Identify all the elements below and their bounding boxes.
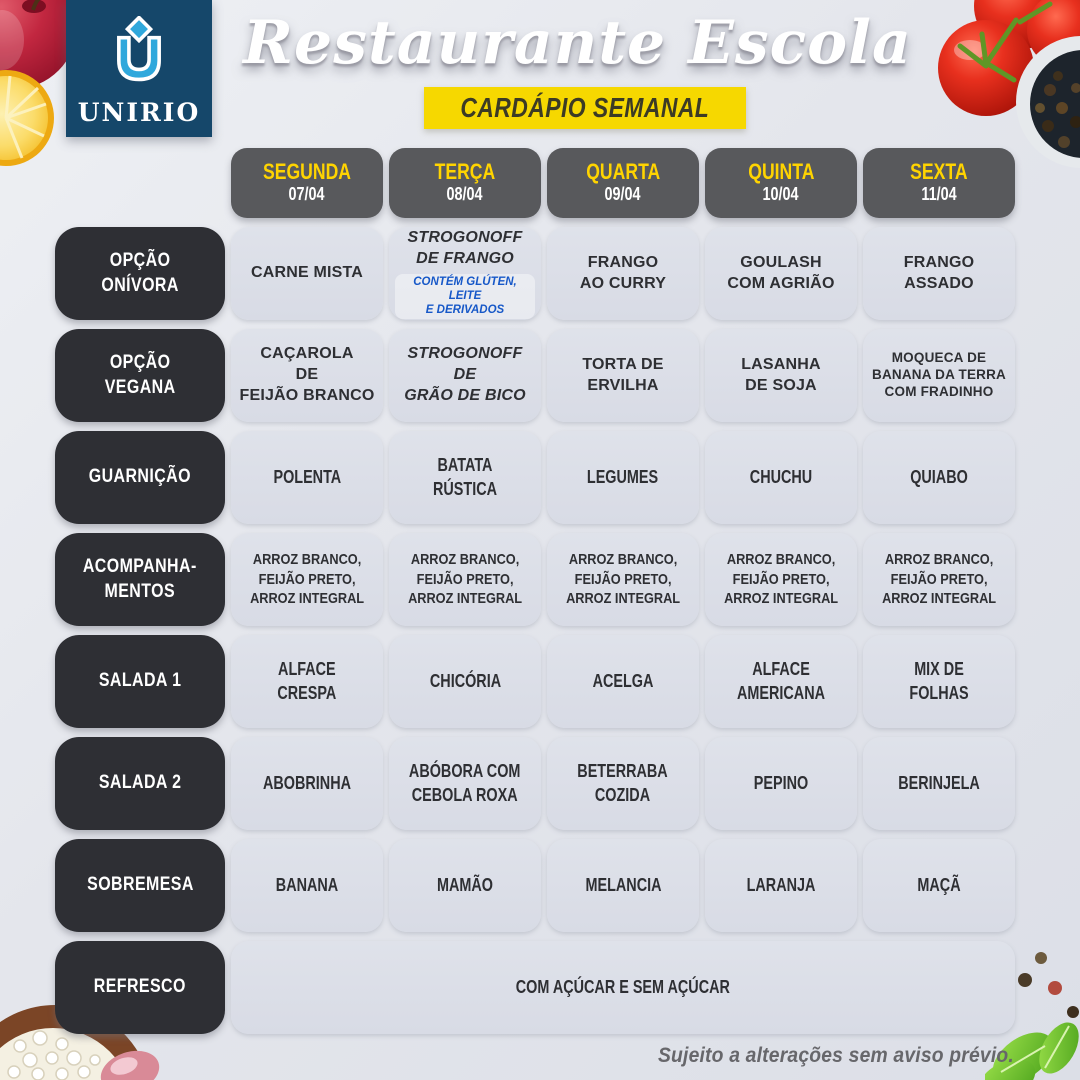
cell-salada1-quinta: ALFACE AMERICANA xyxy=(705,635,857,728)
weekly-menu-table: SEGUNDA 07/04 TERÇA 08/04 QUARTA 09/04 Q… xyxy=(55,148,1015,1034)
page-title: Restaurante Escola xyxy=(243,8,912,78)
row-label-opcao-onivora: OPÇÃO ONÍVORA xyxy=(55,227,225,320)
tomato-icon xyxy=(974,0,1062,50)
cell-acompanhamentos-quinta: ARROZ BRANCO, FEIJÃO PRETO, ARROZ INTEGR… xyxy=(705,533,857,626)
day-name: QUINTA xyxy=(747,159,815,185)
allergen-note: CONTÉM GLÚTEN, LEITE E DERIVADOS xyxy=(395,273,535,319)
cell-acompanhamentos-quarta: ARROZ BRANCO, FEIJÃO PRETO, ARROZ INTEGR… xyxy=(547,533,699,626)
cell-onivora-sexta: FRANGO ASSADO xyxy=(863,227,1015,320)
row-label-refresco: REFRESCO xyxy=(55,941,225,1034)
grid-spacer xyxy=(55,148,225,218)
day-name: TERÇA xyxy=(434,159,496,185)
cell-acompanhamentos-sexta: ARROZ BRANCO, FEIJÃO PRETO, ARROZ INTEGR… xyxy=(863,533,1015,626)
cell-vegana-sexta: MOQUECA DE BANANA DA TERRA COM FRADINHO xyxy=(863,329,1015,422)
cell-sobremesa-quarta: MELANCIA xyxy=(547,839,699,932)
cell-acompanhamentos-segunda: ARROZ BRANCO, FEIJÃO PRETO, ARROZ INTEGR… xyxy=(231,533,383,626)
day-date: 08/04 xyxy=(446,184,484,205)
cell-salada2-segunda: ABOBRINHA xyxy=(231,737,383,830)
cell-vegana-terca: STROGONOFF DE GRÃO DE BICO xyxy=(389,329,541,422)
cell-salada1-segunda: ALFACE CRESPA xyxy=(231,635,383,728)
row-label-salada-2: SALADA 2 xyxy=(55,737,225,830)
cell-sobremesa-sexta: MAÇÃ xyxy=(863,839,1015,932)
day-header-quarta: QUARTA 09/04 xyxy=(547,148,699,218)
cell-onivora-segunda: CARNE MISTA xyxy=(231,227,383,320)
day-header-terca: TERÇA 08/04 xyxy=(389,148,541,218)
cell-guarnicao-quinta: CHUCHU xyxy=(705,431,857,524)
day-header-quinta: QUINTA 10/04 xyxy=(705,148,857,218)
row-label-salada-1: SALADA 1 xyxy=(55,635,225,728)
cell-guarnicao-segunda: POLENTA xyxy=(231,431,383,524)
lemon-icon xyxy=(0,70,54,166)
cell-guarnicao-terca: BATATA RÚSTICA xyxy=(389,431,541,524)
cell-vegana-quinta: LASANHA DE SOJA xyxy=(705,329,857,422)
tomato-stem-icon xyxy=(957,1,1053,83)
unirio-logo: UNIRIO xyxy=(66,0,212,137)
onion-petal-icon xyxy=(100,1050,160,1080)
day-name: SEGUNDA xyxy=(262,159,351,185)
day-header-sexta: SEXTA 11/04 xyxy=(863,148,1015,218)
day-name: SEXTA xyxy=(910,159,968,185)
pepper-bowl-icon xyxy=(1016,36,1080,168)
day-name: QUARTA xyxy=(586,159,660,185)
cell-sobremesa-terca: MAMÃO xyxy=(389,839,541,932)
cell-salada1-sexta: MIX DE FOLHAS xyxy=(863,635,1015,728)
unirio-logo-symbol-icon xyxy=(117,16,161,82)
cell-acompanhamentos-terca: ARROZ BRANCO, FEIJÃO PRETO, ARROZ INTEGR… xyxy=(389,533,541,626)
cell-salada1-terca: CHICÓRIA xyxy=(389,635,541,728)
subtitle-banner: CARDÁPIO SEMANAL xyxy=(424,87,746,129)
cell-vegana-quarta: TORTA DE ERVILHA xyxy=(547,329,699,422)
cell-sobremesa-quinta: LARANJA xyxy=(705,839,857,932)
cell-salada2-terca: ABÓBORA COM CEBOLA ROXA xyxy=(389,737,541,830)
footer-disclaimer: Sujeito a alterações sem aviso prévio. xyxy=(658,1044,1014,1067)
cell-onivora-terca: STROGONOFF DE FRANGO CONTÉM GLÚTEN, LEIT… xyxy=(389,227,541,320)
cell-refresco-semana: COM AÇÚCAR E SEM AÇÚCAR xyxy=(231,941,1015,1034)
cell-salada2-quarta: BETERRABA COZIDA xyxy=(547,737,699,830)
peppercorns-icon xyxy=(1018,952,1079,1047)
tomatoes-pepper-bowl-photo xyxy=(938,0,1080,168)
row-label-sobremesa: SOBREMESA xyxy=(55,839,225,932)
cell-onivora-quinta: GOULASH COM AGRIÃO xyxy=(705,227,857,320)
day-date: 07/04 xyxy=(288,184,326,205)
cell-guarnicao-sexta: QUIABO xyxy=(863,431,1015,524)
cell-salada2-quinta: PEPINO xyxy=(705,737,857,830)
row-label-guarnicao: GUARNIÇÃO xyxy=(55,431,225,524)
row-label-acompanhamentos: ACOMPANHA- MENTOS xyxy=(55,533,225,626)
cell-onivora-quarta: FRANGO AO CURRY xyxy=(547,227,699,320)
day-date: 09/04 xyxy=(604,184,642,205)
cell-guarnicao-quarta: LEGUMES xyxy=(547,431,699,524)
cell-salada1-quarta: ACELGA xyxy=(547,635,699,728)
rice-icon xyxy=(7,1030,101,1080)
row-label-opcao-vegana: OPÇÃO VEGANA xyxy=(55,329,225,422)
day-date: 11/04 xyxy=(921,184,957,205)
peppercorns-icon xyxy=(1035,71,1080,148)
cell-salada2-sexta: BERINJELA xyxy=(863,737,1015,830)
day-date: 10/04 xyxy=(762,184,800,205)
cell-vegana-segunda: CAÇAROLA DE FEIJÃO BRANCO xyxy=(231,329,383,422)
unirio-logo-text: UNIRIO xyxy=(77,98,201,127)
day-header-segunda: SEGUNDA 07/04 xyxy=(231,148,383,218)
cell-sobremesa-segunda: BANANA xyxy=(231,839,383,932)
subtitle-banner-text: CARDÁPIO SEMANAL xyxy=(460,92,710,123)
